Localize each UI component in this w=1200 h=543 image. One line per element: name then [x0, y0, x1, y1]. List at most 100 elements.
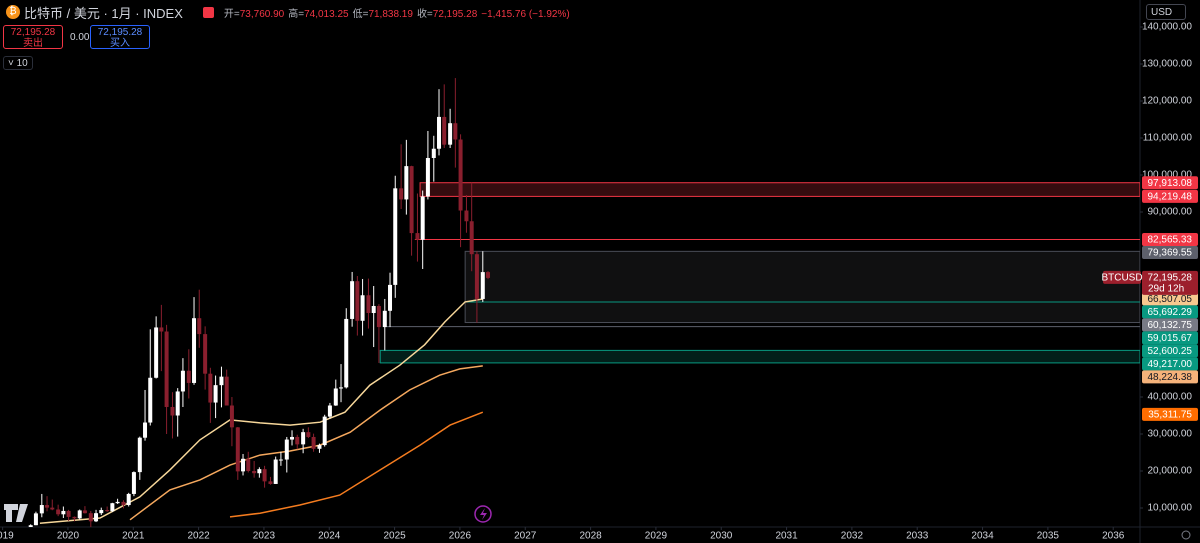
x-tick-label: 2024: [318, 531, 341, 542]
candle-body: [257, 469, 262, 474]
candle-body: [252, 471, 257, 474]
price-label: 82,565.33: [1148, 235, 1193, 246]
candle-body: [469, 221, 474, 255]
indicator-count: 10: [16, 58, 28, 69]
currency-button[interactable]: USD: [1146, 4, 1186, 20]
candle-body: [241, 458, 246, 472]
price-label: 66,507.05: [1148, 294, 1193, 305]
candle-body: [366, 295, 371, 314]
price-label-bg: [1142, 407, 1198, 421]
price-label-bg: [1142, 318, 1198, 332]
candle-body: [262, 469, 267, 482]
event-icon-bolt: [480, 508, 487, 520]
x-tick-label: 2029: [645, 531, 668, 542]
last-price-bg: [1142, 270, 1198, 295]
candle-body: [442, 116, 447, 145]
y-tick-label: 20,000.00: [1148, 466, 1193, 477]
coin-icon: ₿: [6, 5, 20, 19]
event-icon[interactable]: [474, 505, 492, 523]
candle-body: [197, 318, 202, 335]
candle-body: [126, 493, 131, 506]
sell-button[interactable]: 72,195.28 卖出: [3, 25, 63, 49]
symbol-tag: BTCUSD: [1101, 273, 1142, 284]
price-zone: [379, 349, 1140, 364]
logo: [4, 504, 28, 522]
price-label-bg: [1142, 176, 1198, 190]
buy-button[interactable]: 72,195.28 买入: [90, 25, 150, 49]
candle-body: [458, 139, 463, 211]
indicator-toggle[interactable]: ˅ 10: [3, 56, 33, 70]
candle-body: [327, 405, 332, 417]
y-tick-label: 110,000.00: [1143, 133, 1193, 144]
price-label-bg: [1142, 189, 1198, 203]
candle-body: [219, 376, 224, 386]
header: ₿ 比特币 / 美元 · 1月 · INDEX 开=73,760.90 高=74,…: [0, 0, 574, 24]
candle-body: [480, 272, 485, 299]
price-label-bg: [1142, 292, 1198, 306]
ohlc-value: 74,013.25: [304, 8, 349, 20]
x-tick-label: 2032: [841, 531, 864, 542]
candle-body: [453, 123, 458, 140]
candle-body: [376, 305, 381, 328]
candle-body: [322, 416, 327, 446]
price-label: 79,369.55: [1148, 248, 1193, 259]
price-label: 52,600.25: [1148, 346, 1193, 357]
candle-body: [311, 436, 316, 449]
y-tick-label: 120,000.00: [1142, 96, 1192, 107]
x-tick-label: 2020: [57, 531, 80, 542]
candle-body: [50, 507, 55, 510]
candle-body: [235, 427, 240, 472]
candle-body: [203, 334, 208, 374]
x-tick-label: 2035: [1037, 531, 1060, 542]
candle-body: [431, 148, 436, 158]
price-label: 60,132.75: [1148, 320, 1193, 331]
y-tick-label: 40,000.00: [1148, 392, 1193, 403]
symbol-tag-bg: [1103, 270, 1141, 284]
candle-body: [360, 295, 365, 321]
candle-body: [180, 370, 185, 392]
candle-body: [72, 516, 77, 519]
price-label-bg: [1142, 370, 1198, 384]
flag-icon[interactable]: [202, 6, 214, 18]
candle-body: [382, 310, 387, 328]
y-tick-label: 10,000.00: [1148, 503, 1193, 514]
ohlc-name: 开=: [223, 8, 240, 20]
candle-body: [137, 437, 142, 473]
candle-body: [154, 327, 159, 378]
candle-body: [420, 196, 425, 240]
price-label-bg: [1142, 344, 1198, 358]
settings-icon[interactable]: [1181, 530, 1191, 540]
y-tick-label: 90,000.00: [1148, 207, 1193, 218]
candle-body: [175, 391, 180, 416]
candle-body: [148, 377, 153, 423]
price-label: 97,913.08: [1148, 178, 1193, 189]
candle-body: [415, 233, 420, 240]
symbol[interactable]: 比特币 / 美元 · 1月 · INDEX: [24, 5, 183, 21]
y-tick-label: 100,000.00: [1142, 170, 1192, 181]
candle-body: [170, 406, 175, 416]
last-price-label: 72,195.28: [1148, 273, 1193, 284]
candle-body: [388, 284, 393, 311]
candle-body: [409, 166, 414, 234]
candle-body: [273, 459, 278, 484]
candle-body: [229, 405, 234, 428]
ohlc-name: 收=: [416, 8, 433, 20]
candle-body: [33, 513, 38, 526]
candle-body: [99, 510, 104, 514]
candle-body: [290, 436, 295, 440]
candle-body: [121, 501, 126, 506]
x-tick-label: 2025: [383, 531, 406, 542]
price-label-bg: [1142, 331, 1198, 345]
countdown: 29d 12h: [1148, 284, 1184, 295]
candle-body: [159, 327, 164, 332]
candle-body: [268, 481, 273, 484]
x-tick-label: 2027: [514, 531, 537, 542]
price-label-bg: [1142, 305, 1198, 319]
candle-body: [301, 432, 306, 445]
candle-body: [437, 116, 442, 149]
plot-area: [28, 78, 1140, 527]
candle-body: [82, 510, 87, 514]
candle-body: [110, 503, 115, 512]
candle-body: [474, 254, 479, 299]
